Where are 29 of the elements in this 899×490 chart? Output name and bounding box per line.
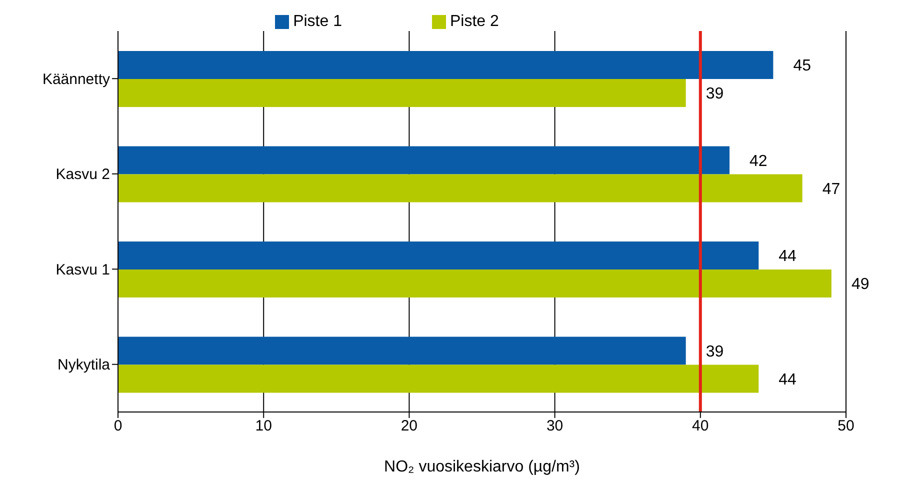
x-tick-label: 10 <box>255 418 272 435</box>
bar <box>118 270 832 298</box>
x-tick-label: 20 <box>400 418 418 435</box>
bar <box>118 336 686 365</box>
legend-label: Piste 1 <box>293 13 342 30</box>
data-label: 39 <box>706 343 724 360</box>
data-label: 47 <box>822 180 840 198</box>
y-tick-label: Nykytila <box>57 356 111 374</box>
x-tick-label: 30 <box>546 418 564 435</box>
x-tick-label: 0 <box>114 418 122 435</box>
data-label: 45 <box>793 58 812 75</box>
y-tick-label: Kasvu 2 <box>56 166 110 184</box>
bar <box>118 146 730 174</box>
data-label: 49 <box>851 276 870 294</box>
bar <box>118 51 774 79</box>
x-tick-label: 40 <box>692 418 709 435</box>
data-label: 44 <box>778 371 797 388</box>
data-label: 39 <box>706 86 724 103</box>
bar <box>118 174 802 202</box>
y-tick-label: Kasvu 1 <box>56 261 110 278</box>
y-tick-label: Käännetty <box>42 70 110 88</box>
x-axis-title: NO₂ vuosikeskiarvo (µg/m³) <box>384 458 580 476</box>
bar <box>118 79 686 107</box>
legend-label: Piste 2 <box>450 13 499 30</box>
x-tick-label: 50 <box>838 418 854 435</box>
data-label: 42 <box>750 152 768 170</box>
bar <box>118 242 759 270</box>
data-label: 44 <box>778 248 797 266</box>
bar <box>118 364 759 393</box>
